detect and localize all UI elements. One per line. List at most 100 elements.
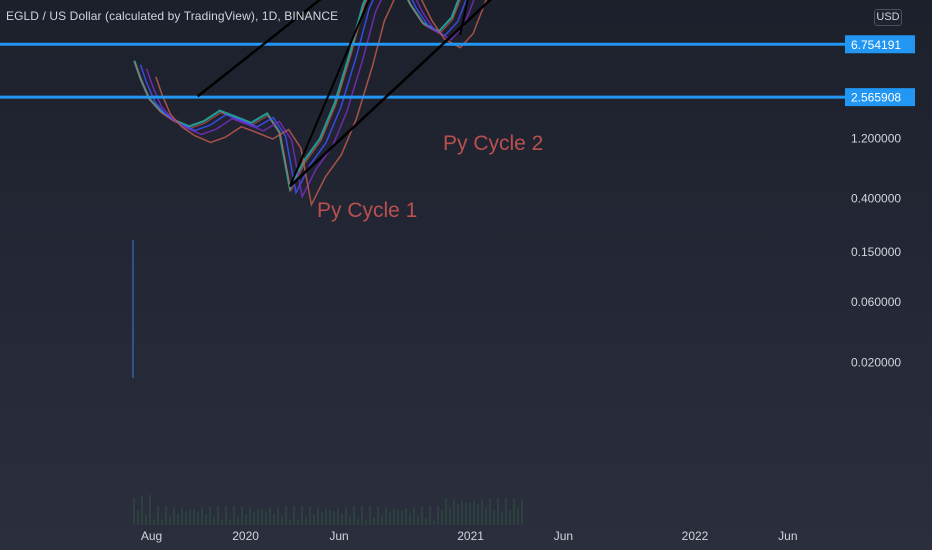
volume-bar [465,502,467,525]
volume-bar [305,517,307,525]
level-badge [845,35,915,54]
volume-bar [233,505,235,525]
channel-upper-line[interactable] [196,0,695,98]
volume-bar [261,509,263,525]
y-tick-label: 1.200000 [851,132,901,146]
volume-bar [409,513,411,525]
volume-bar [493,509,495,525]
volume-bar [221,519,223,525]
volume-bar [445,498,447,525]
volume-bar [501,512,503,525]
channel-lower-line[interactable] [289,0,723,188]
level-label: 6.754191 [851,38,901,52]
volume-bar [317,507,319,525]
level-label: 2.565908 [851,91,901,105]
x-tick-label: Jun [778,529,797,543]
cycle-trend-line[interactable] [459,0,498,36]
cycle-trend-line[interactable] [288,0,388,187]
volume-bar [249,507,251,525]
volume-bar [389,512,391,525]
y-tick-label: 0.400000 [851,192,901,206]
volume-bar [177,513,179,525]
volume-bar [413,507,415,525]
volume-bar [401,510,403,525]
volume-bar [213,516,215,525]
y-tick-label: 0.150000 [851,245,901,259]
volume-bar [393,508,395,525]
volume-bar [209,506,211,525]
price-wicks [134,0,461,193]
volume-bar [505,497,507,525]
volume-bar [149,494,151,525]
volume-bar [145,514,147,525]
volume-bar [313,514,315,525]
volume-bar [181,508,183,525]
volume-bar [297,519,299,525]
volume-bar [329,510,331,525]
volume-bar [353,506,355,525]
chart-title: EGLD / US Dollar (calculated by TradingV… [6,9,339,23]
volume-bar [201,507,203,525]
volume-bar [497,497,499,525]
x-tick-label: 2022 [682,529,709,543]
volume-bar [441,510,443,525]
volume-bar [253,511,255,525]
volume-bar [289,519,291,525]
volume-bar [325,509,327,525]
volume-bar [185,511,187,525]
volume-bar [425,518,427,525]
volume-bar [241,506,243,525]
volume-bar [225,505,227,525]
volume-bar [169,516,171,525]
price-line [133,0,460,193]
volume-bar [265,511,267,525]
volume-bar [433,520,435,525]
volume-bar [513,498,515,525]
volume-bar [345,506,347,525]
volume-bar [245,514,247,525]
volume-bar [333,511,335,525]
volume-bar [405,508,407,525]
volume-bar [293,505,295,525]
volume-bar [229,519,231,525]
volume-bar [365,520,367,525]
y-tick-label: 0.060000 [851,295,901,309]
volume-bar [449,507,451,525]
volume-bar [281,516,283,525]
x-tick-label: Jun [554,529,573,543]
volume-bar [285,505,287,525]
volume-bar [385,507,387,525]
volume-bar [161,519,163,525]
volume-bar [357,518,359,525]
volume-bar [189,509,191,525]
volume-bar [205,514,207,525]
volume-bar [485,507,487,525]
x-tick-label: Aug [141,529,162,543]
volume-bar [377,506,379,525]
x-tick-label: 2021 [457,529,484,543]
volume-bar [321,512,323,525]
moving-average-red [155,0,487,208]
volume-bar [369,505,371,525]
volume-bar [517,507,519,525]
volume-bar [397,510,399,525]
volume-bar [481,499,483,525]
volume-bar [193,509,195,525]
volume-bar [477,504,479,525]
volume-bar [361,505,363,525]
y-tick-label: 0.020000 [851,355,901,369]
volume-bar [349,516,351,525]
x-tick-label: Jun [329,529,348,543]
volume-bar [153,520,155,525]
level-badge [845,88,915,107]
volume-bar [277,506,279,525]
cycle-annotation: Py Cycle 1 [317,199,417,222]
volume-bar [473,500,475,525]
moving-average-blue [139,0,467,196]
volume-bar [457,504,459,525]
volume-bar [461,500,463,525]
currency-button[interactable]: USD [874,9,902,26]
volume-bar [429,505,431,525]
volume-bar [197,511,199,525]
